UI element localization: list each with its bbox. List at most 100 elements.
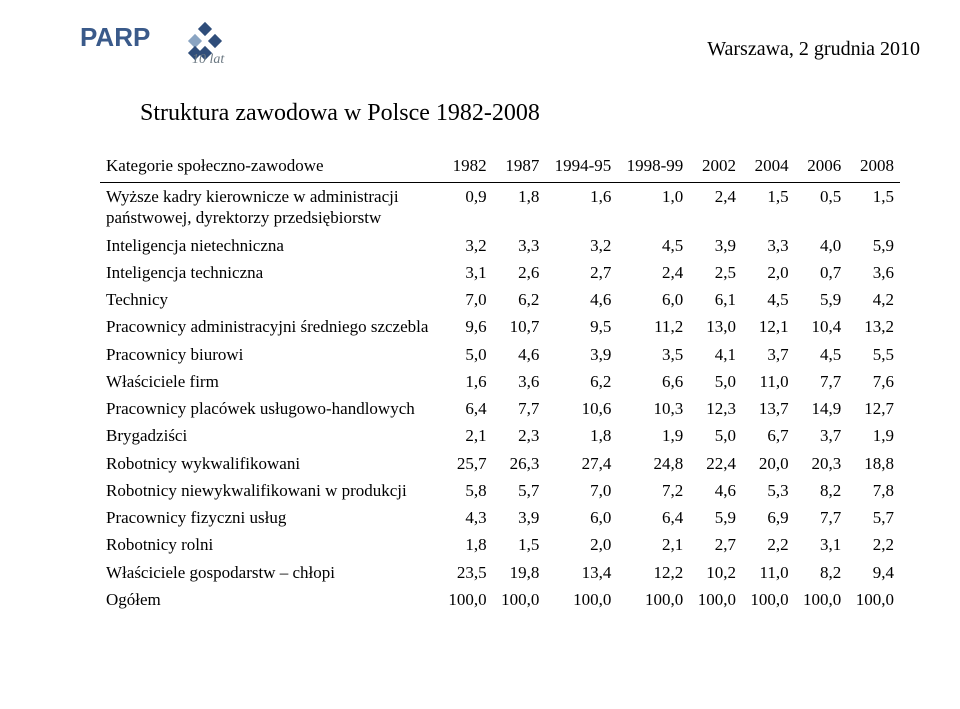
cell-value: 7,0 <box>545 477 617 504</box>
cell-value: 10,6 <box>545 395 617 422</box>
cell-value: 1,5 <box>742 183 795 232</box>
cell-value: 10,7 <box>493 313 546 340</box>
cell-value: 11,0 <box>742 559 795 586</box>
cell-value: 1,8 <box>493 183 546 232</box>
cell-value: 2,2 <box>847 531 900 558</box>
cell-value: 3,9 <box>545 341 617 368</box>
cell-value: 3,2 <box>440 232 493 259</box>
cell-value: 3,5 <box>617 341 689 368</box>
cell-value: 100,0 <box>847 586 900 613</box>
cell-value: 5,9 <box>689 504 742 531</box>
cell-value: 2,6 <box>493 259 546 286</box>
cell-value: 6,4 <box>440 395 493 422</box>
cell-value: 5,7 <box>847 504 900 531</box>
row-label: Inteligencja techniczna <box>100 259 440 286</box>
row-label: Pracownicy fizyczni usług <box>100 504 440 531</box>
table-row: Pracownicy fizyczni usług4,33,96,06,45,9… <box>100 504 900 531</box>
table-row: Właściciele gospodarstw – chłopi23,519,8… <box>100 559 900 586</box>
cell-value: 3,6 <box>847 259 900 286</box>
cell-value: 9,5 <box>545 313 617 340</box>
cell-value: 11,2 <box>617 313 689 340</box>
cell-value: 6,2 <box>493 286 546 313</box>
cell-value: 8,2 <box>795 559 848 586</box>
row-label: Ogółem <box>100 586 440 613</box>
row-label: Robotnicy niewykwalifikowani w produkcji <box>100 477 440 504</box>
cell-value: 3,3 <box>742 232 795 259</box>
page-title: Struktura zawodowa w Polsce 1982-2008 <box>140 100 540 127</box>
cell-value: 13,4 <box>545 559 617 586</box>
cell-value: 6,4 <box>617 504 689 531</box>
cell-value: 7,8 <box>847 477 900 504</box>
row-label: Brygadziści <box>100 422 440 449</box>
cell-value: 1,6 <box>440 368 493 395</box>
row-label: Inteligencja nietechniczna <box>100 232 440 259</box>
table-row: Brygadziści2,12,31,81,95,06,73,71,9 <box>100 422 900 449</box>
logo-text: PARP <box>80 22 150 52</box>
cell-value: 9,6 <box>440 313 493 340</box>
cell-value: 22,4 <box>689 450 742 477</box>
cell-value: 13,0 <box>689 313 742 340</box>
cell-value: 3,3 <box>493 232 546 259</box>
cell-value: 7,2 <box>617 477 689 504</box>
cell-value: 12,2 <box>617 559 689 586</box>
table-body: Wyższe kadry kierownicze w administracji… <box>100 183 900 614</box>
header-date: Warszawa, 2 grudnia 2010 <box>707 38 920 61</box>
cell-value: 3,6 <box>493 368 546 395</box>
cell-value: 5,9 <box>847 232 900 259</box>
table-row: Pracownicy biurowi5,04,63,93,54,13,74,55… <box>100 341 900 368</box>
cell-value: 3,7 <box>742 341 795 368</box>
cell-value: 1,9 <box>847 422 900 449</box>
table-row: Robotnicy rolni1,81,52,02,12,72,23,12,2 <box>100 531 900 558</box>
table-row: Właściciele firm1,63,66,26,65,011,07,77,… <box>100 368 900 395</box>
cell-value: 6,7 <box>742 422 795 449</box>
cell-value: 23,5 <box>440 559 493 586</box>
cell-value: 4,1 <box>689 341 742 368</box>
cell-value: 7,6 <box>847 368 900 395</box>
table-row: Pracownicy placówek usługowo-handlowych6… <box>100 395 900 422</box>
cell-value: 5,7 <box>493 477 546 504</box>
row-label: Pracownicy administracyjni średniego szc… <box>100 313 440 340</box>
cell-value: 1,8 <box>440 531 493 558</box>
cell-value: 5,0 <box>689 368 742 395</box>
table-row: Technicy7,06,24,66,06,14,55,94,2 <box>100 286 900 313</box>
row-label: Pracownicy placówek usługowo-handlowych <box>100 395 440 422</box>
cell-value: 2,1 <box>440 422 493 449</box>
cell-value: 4,2 <box>847 286 900 313</box>
table-header: Kategorie społeczno-zawodowe 19821987199… <box>100 150 900 183</box>
cell-value: 8,2 <box>795 477 848 504</box>
row-label: Technicy <box>100 286 440 313</box>
cell-value: 7,0 <box>440 286 493 313</box>
row-label: Robotnicy rolni <box>100 531 440 558</box>
table-row: Inteligencja nietechniczna3,23,33,24,53,… <box>100 232 900 259</box>
cell-value: 3,1 <box>440 259 493 286</box>
table-row: Robotnicy niewykwalifikowani w produkcji… <box>100 477 900 504</box>
cell-value: 20,0 <box>742 450 795 477</box>
cell-value: 25,7 <box>440 450 493 477</box>
cell-value: 20,3 <box>795 450 848 477</box>
column-header: 2004 <box>742 150 795 183</box>
cell-value: 3,1 <box>795 531 848 558</box>
column-header: 2002 <box>689 150 742 183</box>
table-row: Robotnicy wykwalifikowani25,726,327,424,… <box>100 450 900 477</box>
cell-value: 5,0 <box>689 422 742 449</box>
cell-value: 7,7 <box>795 504 848 531</box>
cell-value: 24,8 <box>617 450 689 477</box>
cell-value: 2,4 <box>617 259 689 286</box>
cell-value: 0,9 <box>440 183 493 232</box>
logo: PARP 10 lat <box>80 18 240 74</box>
column-header: 1998-99 <box>617 150 689 183</box>
cell-value: 1,8 <box>545 422 617 449</box>
cell-value: 3,9 <box>493 504 546 531</box>
cell-value: 4,0 <box>795 232 848 259</box>
cell-value: 6,2 <box>545 368 617 395</box>
table-row: Wyższe kadry kierownicze w administracji… <box>100 183 900 232</box>
row-label: Właściciele firm <box>100 368 440 395</box>
cell-value: 9,4 <box>847 559 900 586</box>
cell-value: 10,4 <box>795 313 848 340</box>
cell-value: 4,5 <box>795 341 848 368</box>
cell-value: 100,0 <box>545 586 617 613</box>
cell-value: 18,8 <box>847 450 900 477</box>
header-label-cell: Kategorie społeczno-zawodowe <box>100 150 440 183</box>
row-label: Wyższe kadry kierownicze w administracji… <box>100 183 440 232</box>
cell-value: 4,6 <box>493 341 546 368</box>
